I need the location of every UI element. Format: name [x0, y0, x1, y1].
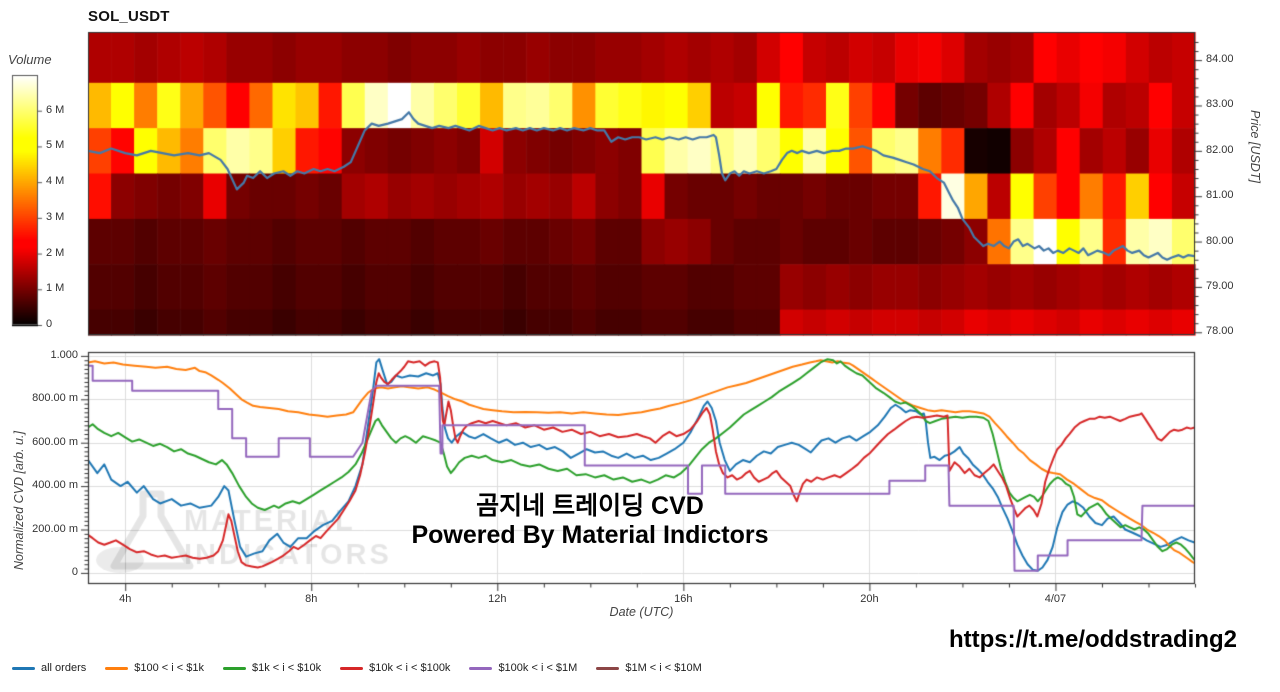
watermark-line2: Powered By Material Indictors [411, 520, 769, 549]
legend-item-4[interactable]: $100k < i < $1M [469, 662, 577, 674]
cvd-tick-label: 200.00 m [32, 522, 78, 535]
volume-tick-label: 5 M [46, 139, 65, 152]
legend-line-icon [222, 666, 246, 670]
cvd-tick-label: 600.00 m [32, 435, 78, 448]
date-tick-label: 4/07 [1044, 593, 1067, 605]
legend-line-icon [105, 666, 129, 670]
legend-item-2[interactable]: $1k < i < $10k [222, 662, 322, 674]
legend-line-icon [596, 666, 620, 670]
date-tick-label: 4h [119, 593, 132, 605]
legend-item-label: $100 < i < $1k [134, 662, 204, 674]
volume-tick-label: 0 [46, 318, 53, 330]
volume-tick-label: 6 M [46, 103, 65, 116]
colorbar-volume-label: Volume [8, 52, 52, 67]
cvd-axis-label: Normalized CVD [arb. u.] [12, 431, 26, 570]
legend-item-label: $10k < i < $100k [369, 662, 451, 674]
date-axis-label: Date (UTC) [609, 605, 674, 619]
legend-item-label: $1M < i < $10M [625, 662, 702, 674]
volume-tick-label: 4 M [46, 175, 65, 188]
volume-tick-label: 1 M [46, 282, 65, 295]
legend-item-label: all orders [41, 662, 87, 674]
price-tick-label: 81.00 [1206, 189, 1234, 202]
date-tick-label: 8h [305, 593, 318, 605]
legend-item-3[interactable]: $10k < i < $100k [340, 662, 450, 674]
legend-item-label: $1k < i < $10k [251, 662, 322, 674]
volume-tick-label: 3 M [46, 210, 65, 223]
price-tick-label: 82.00 [1206, 143, 1234, 156]
price-tick-label: 80.00 [1206, 234, 1234, 247]
telegram-link[interactable]: https://t.me/oddstrading2 [949, 626, 1237, 653]
legend-item-0[interactable]: all orders [12, 662, 86, 674]
date-tick-label: 16h [674, 593, 693, 605]
cvd-tick-label: 0 [71, 565, 78, 578]
legend-line-icon [340, 666, 364, 670]
page-title: SOL_USDT [88, 8, 170, 25]
price-axis-label: Price [USDT] [1248, 110, 1262, 183]
watermark-text: 곰지네 트레이딩 CVD Powered By Material Indicto… [170, 492, 1010, 550]
price-tick-label: 84.00 [1206, 53, 1234, 66]
legend-line-icon [469, 666, 493, 670]
legend-item-label: $100k < i < $1M [498, 662, 578, 674]
legend: all orders $100 < i < $1k $1k < i < $10k $1… [12, 662, 702, 674]
legend-item-5[interactable]: $1M < i < $10M [596, 662, 702, 674]
cvd-tick-label: 400.00 m [32, 479, 78, 492]
cvd-tick-label: 1.000 [50, 348, 78, 361]
price-tick-label: 83.00 [1206, 98, 1234, 111]
watermark-line1: 곰지네 트레이딩 CVD [476, 492, 704, 520]
legend-item-1[interactable]: $100 < i < $1k [105, 662, 204, 674]
legend-line-icon [12, 666, 35, 670]
volume-tick-label: 2 M [46, 246, 65, 259]
date-tick-label: 20h [860, 593, 879, 605]
cvd-tick-label: 800.00 m [32, 392, 78, 405]
price-tick-label: 78.00 [1206, 325, 1234, 338]
price-tick-label: 79.00 [1206, 279, 1234, 292]
date-tick-label: 12h [488, 593, 507, 605]
